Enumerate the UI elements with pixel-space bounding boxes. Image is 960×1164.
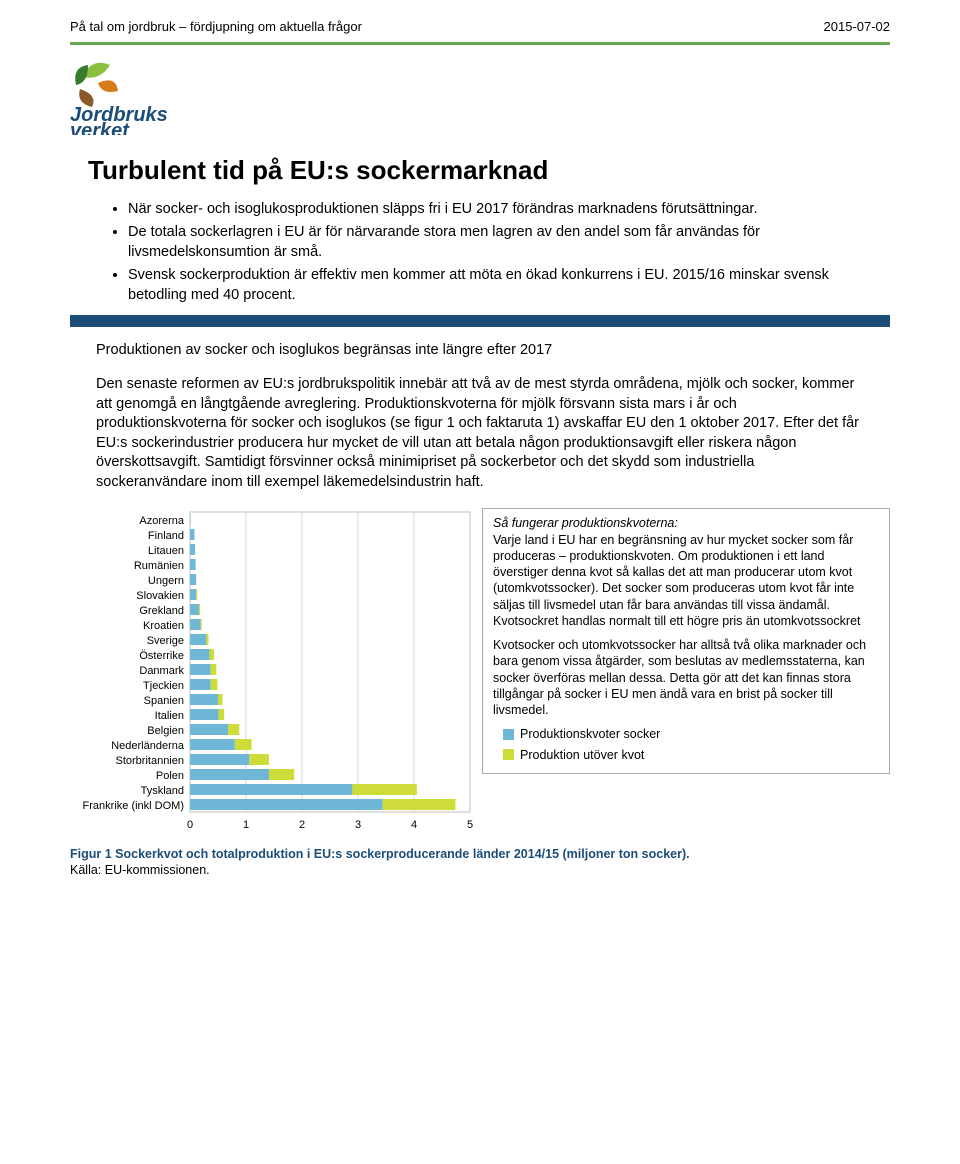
header-rule	[70, 42, 890, 45]
svg-text:Österrike: Österrike	[139, 650, 184, 662]
header-left: På tal om jordbruk – fördjupning om aktu…	[70, 18, 362, 36]
chart-wrapper: 0 1 2 3 4 5 Azorerna Finland Litauen Rumänien Unge…	[70, 508, 474, 841]
svg-text:Ungern: Ungern	[148, 575, 184, 587]
legend-label-2: Produktion utöver kvot	[520, 747, 644, 763]
svg-text:Litauen: Litauen	[148, 545, 184, 557]
svg-text:Azorerna: Azorerna	[139, 515, 185, 527]
svg-text:0: 0	[187, 819, 193, 831]
infobox-p2: Kvotsocker och utomkvotssocker har allts…	[493, 637, 879, 718]
divider-band	[70, 315, 890, 327]
svg-text:Sverige: Sverige	[147, 635, 184, 647]
svg-text:5: 5	[467, 819, 473, 831]
svg-text:2: 2	[299, 819, 305, 831]
body-paragraph: Den senaste reformen av EU:s jordbrukspo…	[96, 375, 864, 492]
page-title: Turbulent tid på EU:s sockermarknad	[88, 153, 890, 188]
svg-text:Belgien: Belgien	[147, 725, 184, 737]
svg-text:Grekland: Grekland	[139, 605, 184, 617]
legend-label-1: Produktionskvoter socker	[520, 726, 660, 742]
section-subheading: Produktionen av socker och isoglukos beg…	[96, 341, 864, 361]
svg-text:1: 1	[243, 819, 249, 831]
caption-line-1: Figur 1 Sockerkvot och totalproduktion i…	[70, 847, 690, 861]
legend-swatch-2	[503, 749, 514, 760]
figure-caption: Figur 1 Sockerkvot och totalproduktion i…	[70, 846, 890, 880]
summary-bullets: När socker- och isoglukosproduktionen sl…	[128, 200, 864, 306]
legend-item-2: Produktion utöver kvot	[503, 747, 879, 763]
svg-text:Danmark: Danmark	[139, 665, 184, 677]
bullet-item: När socker- och isoglukosproduktionen sl…	[128, 200, 864, 220]
svg-text:Rumänien: Rumänien	[134, 560, 184, 572]
infobox-heading: Så fungerar produktionskvoterna:	[493, 516, 678, 530]
svg-text:Nederländerna: Nederländerna	[111, 740, 185, 752]
svg-text:Tyskland: Tyskland	[141, 785, 184, 797]
infobox-p1: Varje land i EU har en begränsning av hu…	[493, 533, 861, 628]
legend-item-1: Produktionskvoter socker	[503, 726, 879, 742]
svg-text:3: 3	[355, 819, 361, 831]
legend-swatch-1	[503, 729, 514, 740]
svg-text:Storbritannien: Storbritannien	[116, 755, 185, 767]
bullet-item: Svensk sockerproduktion är effektiv men …	[128, 266, 864, 305]
logo-text-2: verket	[70, 120, 130, 135]
svg-text:Finland: Finland	[148, 530, 184, 542]
svg-text:Tjeckien: Tjeckien	[143, 680, 184, 692]
jordbruksverket-logo: Jordbruks verket	[70, 55, 890, 135]
svg-text:Spanien: Spanien	[144, 695, 184, 707]
header-date: 2015-07-02	[824, 18, 891, 36]
bullet-item: De totala sockerlagren i EU är för närva…	[128, 223, 864, 262]
quota-bar-chart: 0 1 2 3 4 5 Azorerna Finland Litauen Rumänien Unge…	[70, 508, 474, 836]
svg-text:Kroatien: Kroatien	[143, 620, 184, 632]
chart-and-infobox: 0 1 2 3 4 5 Azorerna Finland Litauen Rumänien Unge…	[70, 508, 890, 841]
info-box: Så fungerar produktionskvoterna: Varje l…	[482, 508, 890, 774]
logo-svg: Jordbruks verket	[70, 55, 220, 135]
svg-text:Italien: Italien	[155, 710, 184, 722]
caption-line-2: Källa: EU-kommissionen.	[70, 863, 210, 877]
svg-text:Frankrike (inkl DOM): Frankrike (inkl DOM)	[83, 800, 184, 812]
page-header: På tal om jordbruk – fördjupning om aktu…	[70, 18, 890, 36]
svg-text:Slovakien: Slovakien	[136, 590, 184, 602]
svg-text:Polen: Polen	[156, 770, 184, 782]
svg-text:4: 4	[411, 819, 417, 831]
